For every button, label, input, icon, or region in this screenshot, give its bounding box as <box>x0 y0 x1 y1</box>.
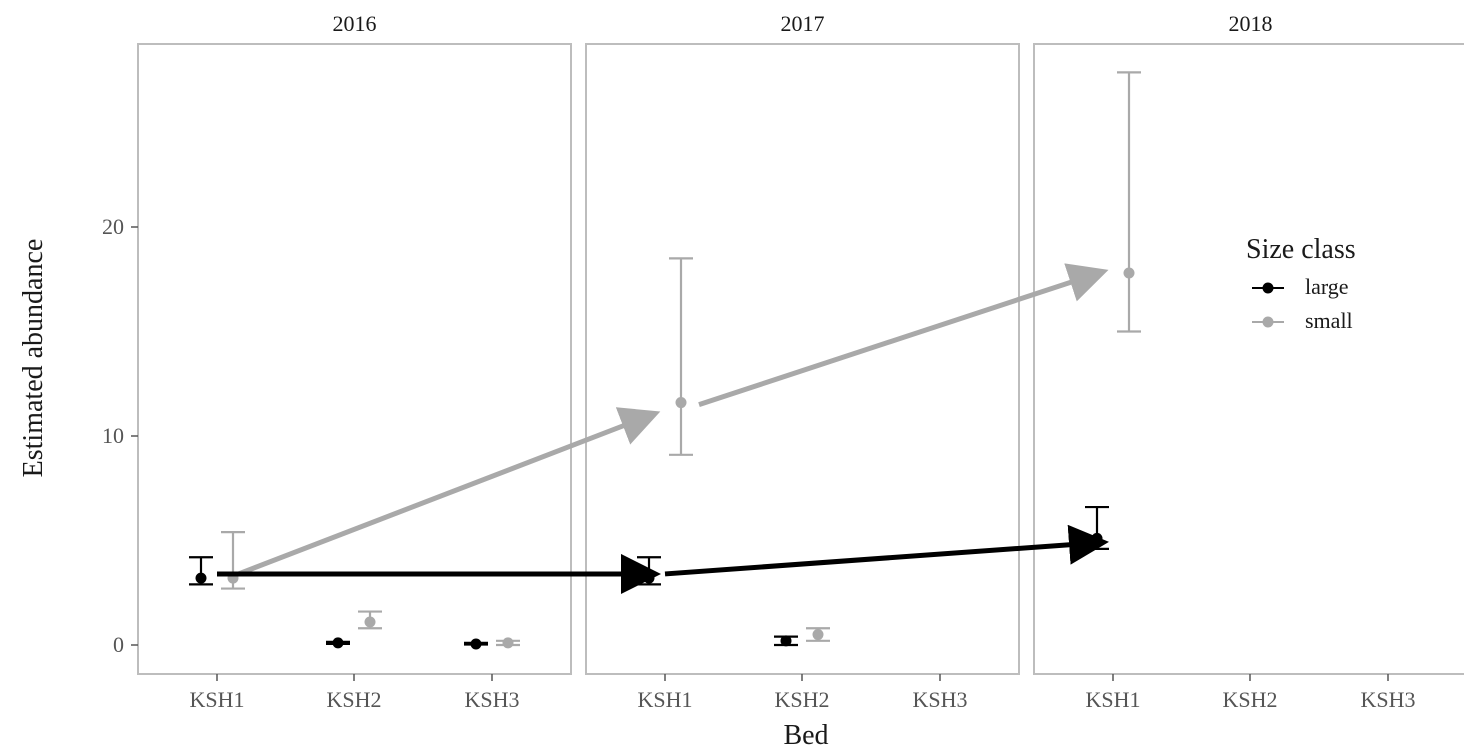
y-tick-label: 20 <box>102 214 124 239</box>
point-small-2017-KSH1 <box>669 257 693 456</box>
axis-labels: 2016 KSH1 KSH2 KSH3 2017 KSH1 KSH2 KSH3 2018 KSH1… <box>102 11 1416 712</box>
legend-label: large <box>1305 274 1349 299</box>
legend-item-large: large <box>1252 274 1349 299</box>
point-small-2018-KSH1 <box>1117 71 1141 333</box>
panel-frame-2018 <box>1033 43 1464 675</box>
point-marker <box>364 616 376 628</box>
x-tick-label: KSH3 <box>912 687 967 712</box>
point-marker <box>470 638 482 650</box>
point-marker <box>675 397 687 409</box>
x-tick-label: KSH2 <box>774 687 829 712</box>
legend-title: Size class <box>1246 234 1356 265</box>
point-large-2017-KSH1 <box>637 556 661 586</box>
legend: Size class large small <box>1246 234 1356 333</box>
panel-frames <box>131 43 1464 681</box>
x-tick-label: KSH2 <box>1222 687 1277 712</box>
point-marker <box>1123 267 1135 279</box>
point-large-2016-KSH1 <box>189 556 213 586</box>
arrow-small <box>698 263 1109 408</box>
arrow-small <box>232 407 661 579</box>
x-tick-label: KSH1 <box>1085 687 1140 712</box>
point-large-2017-KSH2 <box>774 635 798 647</box>
point-marker <box>195 572 207 584</box>
x-tick-label: KSH2 <box>326 687 381 712</box>
point-marker <box>812 629 824 641</box>
facet-label-2016: 2016 <box>333 11 377 36</box>
x-tick-label: KSH3 <box>1360 687 1415 712</box>
facet-label-2017: 2017 <box>781 11 825 36</box>
legend-key-point <box>1262 316 1274 328</box>
point-marker <box>502 637 514 649</box>
data-marks <box>189 71 1141 650</box>
y-tick-label: 10 <box>102 423 124 448</box>
arrow-large <box>664 524 1109 577</box>
point-small-2016-KSH1 <box>221 531 245 590</box>
y-axis-title: Estimated abundance <box>18 239 49 478</box>
point-marker <box>332 637 344 649</box>
legend-label: small <box>1305 308 1353 333</box>
point-small-2016-KSH3 <box>496 637 520 649</box>
facet-label-2018: 2018 <box>1229 11 1273 36</box>
x-tick-label: KSH3 <box>464 687 519 712</box>
point-small-2016-KSH2 <box>358 610 382 630</box>
x-axis-title: Bed <box>783 720 828 749</box>
point-large-2016-KSH2 <box>326 637 350 649</box>
y-tick-label: 0 <box>113 632 124 657</box>
annotation-arrows <box>217 263 1109 594</box>
point-large-2016-KSH3 <box>464 638 488 650</box>
point-small-2017-KSH2 <box>806 627 830 642</box>
x-tick-label: KSH1 <box>637 687 692 712</box>
legend-item-small: small <box>1252 308 1353 333</box>
point-marker <box>780 635 792 647</box>
x-tick-label: KSH1 <box>189 687 244 712</box>
legend-key-point <box>1262 282 1274 294</box>
